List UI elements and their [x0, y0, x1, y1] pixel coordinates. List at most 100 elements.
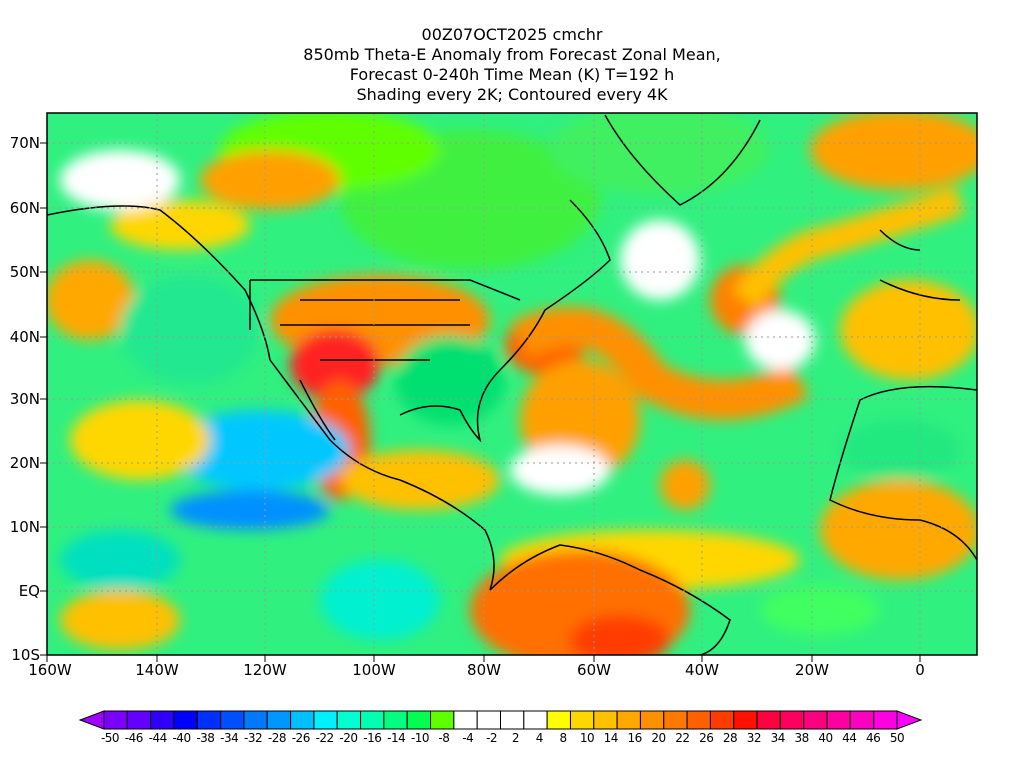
colorbar-label: -46	[124, 731, 144, 745]
lon-label: 80W	[467, 661, 501, 679]
colorbar-swatch	[126, 710, 152, 730]
lon-label: 0	[915, 661, 925, 679]
lat-label: 70N	[9, 134, 40, 152]
gridlines	[47, 113, 977, 655]
colorbar-swatch	[243, 710, 268, 730]
lat-label: EQ	[18, 582, 40, 600]
colorbar-swatch	[430, 710, 455, 730]
colorbar-label: -38	[196, 731, 215, 745]
colorbar-swatch	[779, 710, 805, 730]
colorbar-swatch	[849, 710, 875, 730]
colorbar-label: 16	[627, 731, 643, 745]
colorbar-swatch	[220, 710, 245, 730]
colorbar-label: -32	[244, 731, 263, 745]
colorbar-swatch	[523, 710, 548, 730]
colorbar-swatch	[336, 710, 362, 730]
colorbar-swatch	[593, 710, 618, 730]
colorbar-label: 44	[842, 731, 857, 745]
colorbar-label: 2	[511, 731, 520, 745]
colorbar-label: 46	[866, 731, 881, 745]
colorbar-swatch	[663, 710, 688, 730]
colorbar-swatch	[383, 710, 408, 730]
colorbar-label: -26	[291, 731, 311, 745]
colorbar-label: 50	[889, 731, 905, 745]
colorbar-label: -2	[486, 731, 498, 745]
lon-label: 20W	[795, 661, 829, 679]
colorbar-swatch	[406, 710, 432, 730]
colorbar-swatch	[826, 710, 851, 730]
shaded-field	[47, 113, 977, 655]
lon-label: 160W	[28, 661, 72, 679]
lat-label: 50N	[9, 263, 40, 281]
colorbar-swatch	[733, 710, 758, 730]
colorbar-swatch	[803, 710, 828, 730]
axis-ticks	[40, 142, 921, 662]
coastlines	[47, 114, 977, 655]
colorbar-swatch	[873, 710, 898, 730]
colorbar-label: -34	[220, 731, 239, 745]
colorbar-label: -8	[438, 731, 450, 745]
colorbar-label: 28	[722, 731, 738, 745]
lat-label: 10N	[9, 518, 40, 536]
colorbar-swatch	[453, 710, 478, 730]
title-line-3: Forecast 0-240h Time Mean (K) T=192 h	[349, 65, 675, 84]
colorbar-swatch	[196, 710, 222, 730]
colorbar-swatch	[360, 710, 385, 730]
colorbar-swatch	[476, 710, 502, 730]
lon-label: 140W	[135, 661, 179, 679]
colorbar-label: 40	[818, 731, 833, 745]
colorbar-label: -10	[410, 731, 430, 745]
lon-label: 120W	[243, 661, 287, 679]
colorbar-label: -28	[267, 731, 287, 745]
colorbar-label: 32	[746, 731, 762, 745]
title-line-2: 850mb Theta-E Anomaly from Forecast Zona…	[303, 45, 721, 64]
lat-label: 60N	[9, 199, 40, 217]
colorbar-swatch	[103, 710, 128, 730]
colorbar-label: 10	[579, 731, 595, 745]
colorbar-swatch	[756, 710, 781, 730]
colorbar-label: -4	[462, 731, 474, 745]
lat-label: 40N	[9, 328, 40, 346]
colorbar-label: -20	[339, 731, 358, 745]
lon-label: 40W	[685, 661, 719, 679]
colorbar-swatch	[173, 710, 198, 730]
colorbar-swatch	[639, 710, 665, 730]
title-line-1: 00Z07OCT2025 cmchr	[421, 25, 603, 44]
colorbar-swatch	[546, 710, 571, 730]
colorbar-swatch	[686, 710, 711, 730]
colorbar-label: -14	[387, 731, 406, 745]
colorbar-label: -40	[172, 731, 191, 745]
colorbar-swatch	[290, 710, 315, 730]
colorbar-left-arrow	[78, 710, 105, 730]
colorbar-label: 4	[535, 731, 544, 745]
colorbar-right-arrow	[896, 710, 923, 730]
colorbar-swatch	[313, 710, 338, 730]
colorbar-swatch	[150, 710, 175, 730]
colorbar-label: 22	[675, 731, 690, 745]
colorbar-label: -44	[148, 731, 168, 745]
colorbar-swatch	[266, 710, 292, 730]
chart-title: 00Z07OCT2025 cmchr 850mb Theta-E Anomaly…	[0, 25, 1024, 105]
colorbar-swatch	[709, 710, 735, 730]
colorbar-label: 8	[559, 731, 568, 745]
colorbar-label: -22	[315, 731, 335, 745]
lon-label: 100W	[352, 661, 396, 679]
lon-label: 60W	[577, 661, 611, 679]
colorbar-swatch	[500, 710, 525, 730]
colorbar-label: 14	[603, 731, 619, 745]
colorbar-swatch	[616, 710, 641, 730]
colorbar-label: 38	[794, 731, 809, 745]
colorbar-label: 34	[770, 731, 786, 745]
lat-label: 30N	[9, 390, 40, 408]
title-line-4: Shading every 2K; Contoured every 4K	[356, 85, 668, 104]
colorbar-label: 20	[651, 731, 666, 745]
map-frame	[46, 112, 978, 656]
colorbar-label: -16	[363, 731, 382, 745]
colorbar-label: 26	[699, 731, 714, 745]
lat-label: 10S	[11, 646, 40, 664]
colorbar-label: -50	[100, 731, 120, 745]
lat-label: 20N	[9, 454, 40, 472]
colorbar-swatch	[569, 710, 595, 730]
